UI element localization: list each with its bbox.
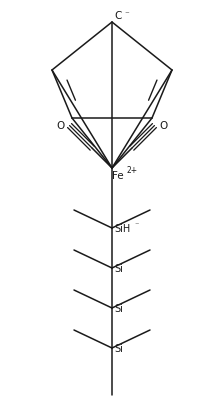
Text: 2+: 2+ bbox=[126, 166, 137, 175]
Text: ⁻: ⁻ bbox=[134, 220, 138, 229]
Text: O: O bbox=[56, 121, 65, 131]
Text: O: O bbox=[159, 121, 168, 131]
Text: Fe: Fe bbox=[112, 171, 124, 181]
Text: C: C bbox=[114, 11, 121, 21]
Text: Si: Si bbox=[114, 344, 123, 354]
Text: Si: Si bbox=[114, 304, 123, 314]
Text: Si: Si bbox=[114, 264, 123, 274]
Text: ⁻: ⁻ bbox=[124, 10, 129, 19]
Text: SiH: SiH bbox=[114, 224, 130, 234]
